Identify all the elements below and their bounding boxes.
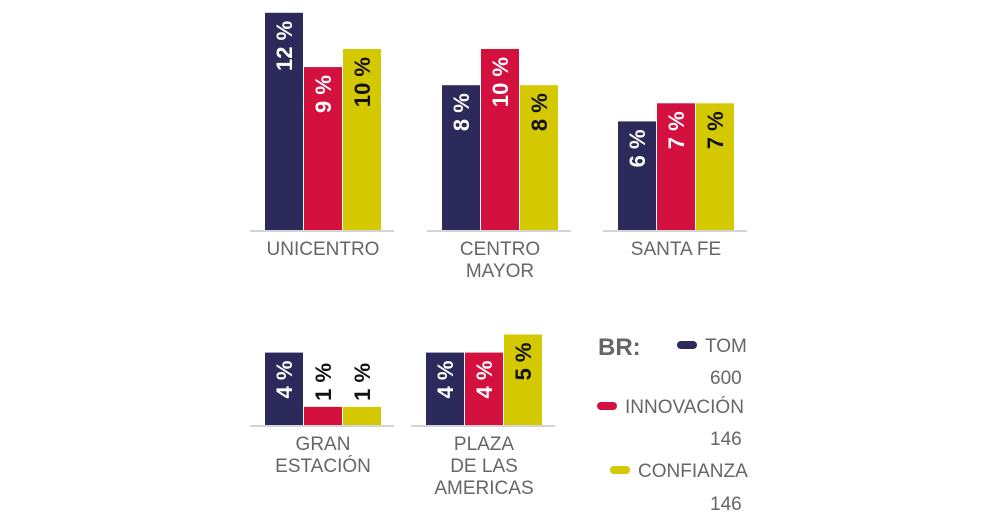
bar	[265, 12, 303, 230]
bar	[426, 352, 464, 425]
value-label: 9 %	[311, 75, 336, 113]
category-label: PLAZA DE LAS AMERICAS	[434, 434, 534, 499]
value-label: 4 %	[433, 361, 458, 399]
value-label: 6 %	[625, 129, 650, 167]
value-label: 8 %	[527, 93, 552, 131]
value-label: 8 %	[449, 93, 474, 131]
legend-base: 146	[710, 494, 742, 515]
value-label: 7 %	[664, 111, 689, 149]
bar	[481, 49, 519, 230]
category-label: SANTA FE	[630, 239, 722, 260]
legend-label: TOM	[705, 336, 747, 357]
bar	[304, 67, 342, 230]
legend-marker	[597, 402, 617, 410]
category-label: CENTRO MAYOR	[459, 239, 541, 282]
bar	[657, 103, 695, 230]
bar	[696, 103, 734, 230]
legend-marker	[610, 466, 630, 474]
bar	[618, 121, 656, 230]
legend-title: BR:	[598, 334, 641, 361]
value-label: 7 %	[703, 111, 728, 149]
bar	[343, 406, 381, 425]
category-label: UNICENTRO	[266, 239, 380, 260]
value-label: 10 %	[350, 57, 375, 107]
bar	[343, 49, 381, 230]
legend-label: INNOVACIÓN	[625, 396, 744, 418]
legend-base: 146	[710, 429, 742, 450]
value-label: 1 %	[311, 363, 336, 401]
legend-marker	[677, 341, 697, 349]
legend-label: CONFIANZA	[638, 461, 748, 482]
value-label: 12 %	[272, 21, 297, 71]
value-label: 4 %	[272, 361, 297, 399]
bar	[520, 85, 558, 230]
bar	[504, 334, 542, 425]
category-label: GRAN ESTACIÓN	[275, 434, 371, 477]
value-label: 4 %	[472, 361, 497, 399]
bar	[465, 352, 503, 425]
bar	[304, 406, 342, 425]
value-label: 10 %	[488, 57, 513, 107]
value-label: 1 %	[350, 363, 375, 401]
legend-base: 600	[710, 368, 742, 389]
value-label: 5 %	[511, 343, 536, 381]
bar	[265, 352, 303, 425]
bar	[442, 85, 480, 230]
